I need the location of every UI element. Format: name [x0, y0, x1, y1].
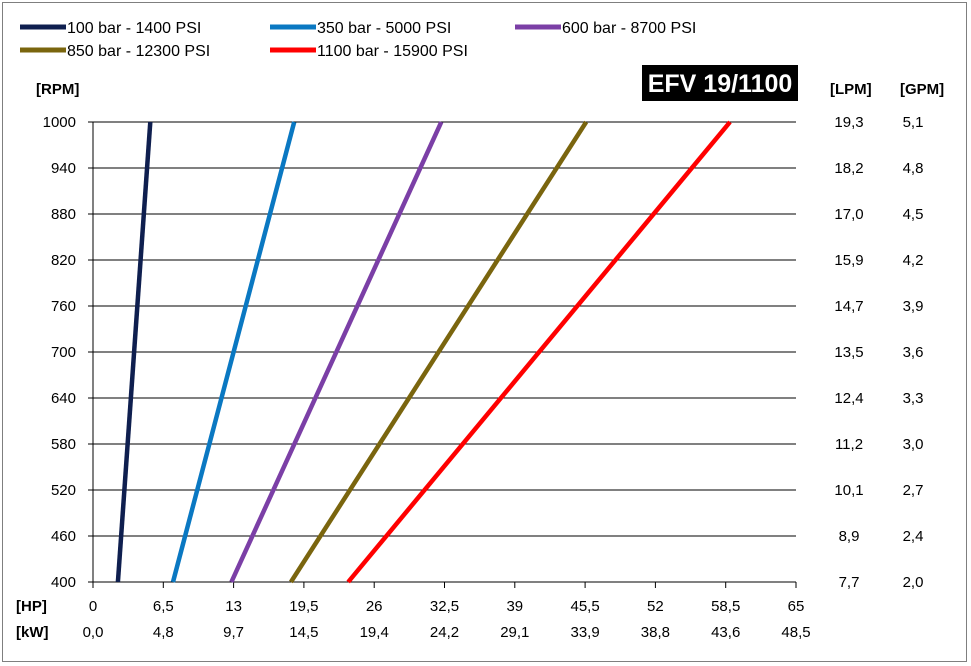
series-line-4 [289, 120, 589, 584]
y-axis-label: [RPM] [36, 81, 79, 98]
hp-tick-label: 13 [225, 598, 242, 615]
hp-axis-label: [HP] [16, 598, 47, 615]
series-line-2 [170, 121, 297, 583]
grid [88, 121, 797, 588]
gpm-tick-label: 3,9 [903, 298, 924, 315]
title-badge-background [642, 65, 798, 101]
hp-tick-label: 52 [647, 598, 664, 615]
hp-tick-label: 0 [89, 598, 97, 615]
y-tick-label: 400 [51, 574, 76, 591]
lpm-tick-label: 11,2 [835, 436, 863, 453]
kw-tick-label: 19,4 [360, 624, 389, 641]
gpm-tick-label: 4,5 [903, 206, 924, 223]
y-tick-label: 1000 [43, 114, 76, 131]
legend-label-5: 1100 bar - 15900 PSI [317, 43, 468, 60]
series-line-5 [346, 120, 732, 584]
gpm-tick-label: 3,0 [903, 436, 924, 453]
y-tick-label: 820 [51, 252, 76, 269]
kw-tick-label: 0,0 [83, 624, 104, 641]
hp-tick-label: 58,5 [711, 598, 740, 615]
hp-tick-label: 32,5 [430, 598, 459, 615]
legend: 100 bar - 1400 PSI 350 bar - 5000 PSI 600 … [20, 20, 696, 60]
y-tick-label: 940 [51, 160, 76, 177]
gpm-tick-label: 2,7 [903, 482, 924, 499]
y-tick-label: 580 [51, 436, 76, 453]
series-line-1 [115, 121, 153, 583]
series-line-3 [229, 121, 444, 583]
lpm-tick-label: 8,9 [839, 528, 860, 545]
kw-tick-label: 48,5 [781, 624, 810, 641]
lpm-tick-label: 15,9 [834, 252, 863, 269]
hp-tick-label: 6,5 [153, 598, 174, 615]
hp-tick-label: 45,5 [570, 598, 599, 615]
lpm-tick-label: 12,4 [834, 390, 863, 407]
hp-tick-label: 19,5 [289, 598, 318, 615]
gpm-tick-label: 3,3 [903, 390, 924, 407]
legend-label-1: 100 bar - 1400 PSI [67, 20, 201, 37]
kw-tick-label: 4,8 [153, 624, 174, 641]
kw-tick-label: 38,8 [641, 624, 670, 641]
lpm-tick-label: 19,3 [834, 114, 863, 131]
hp-tick-label: 26 [366, 598, 383, 615]
lpm-tick-label: 18,2 [834, 160, 863, 177]
y-tick-label: 880 [51, 206, 76, 223]
lpm-tick-label: 17,0 [834, 206, 863, 223]
hp-tick-label: 65 [788, 598, 805, 615]
y-tick-label: 520 [51, 482, 76, 499]
kw-tick-label: 29,1 [500, 624, 529, 641]
x-ticks: 0 0,0 6,5 4,8 13 9,7 19,5 14,5 26 19,4 32,5 24,2 39 2… [83, 598, 811, 641]
right-ticks: 19,3 5,1 18,2 4,8 17,0 4,5 15,9 4,2 14,7 3,9 13,5 3… [834, 114, 923, 591]
gpm-tick-label: 2,0 [903, 574, 924, 591]
title-badge: EFV 19/1100 [642, 65, 798, 101]
legend-label-4: 850 bar - 12300 PSI [67, 43, 210, 60]
kw-tick-label: 43,6 [711, 624, 740, 641]
kw-tick-label: 33,9 [570, 624, 599, 641]
gpm-tick-label: 4,8 [903, 160, 924, 177]
y-tick-label: 460 [51, 528, 76, 545]
gpm-tick-label: 2,4 [903, 528, 924, 545]
y-tick-label: 700 [51, 344, 76, 361]
y-tick-label: 760 [51, 298, 76, 315]
hp-tick-label: 39 [506, 598, 523, 615]
legend-label-2: 350 bar - 5000 PSI [317, 20, 451, 37]
kw-tick-label: 9,7 [223, 624, 244, 641]
lpm-tick-label: 14,7 [834, 298, 863, 315]
lpm-axis-label: [LPM] [830, 81, 872, 98]
kw-tick-label: 24,2 [430, 624, 459, 641]
y-tick-label: 640 [51, 390, 76, 407]
y-ticks: 1000 940 880 820 760 700 640 580 520 460 400 [43, 114, 76, 591]
legend-label-3: 600 bar - 8700 PSI [562, 20, 696, 37]
series-lines [115, 120, 732, 584]
lpm-tick-label: 10,1 [834, 482, 863, 499]
lpm-tick-label: 13,5 [834, 344, 863, 361]
lpm-tick-label: 7,7 [839, 574, 860, 591]
kw-axis-label: [kW] [16, 624, 49, 641]
chart-title: EFV 19/1100 [648, 70, 793, 98]
gpm-axis-label: [GPM] [900, 81, 944, 98]
gpm-tick-label: 3,6 [903, 344, 924, 361]
gpm-tick-label: 5,1 [903, 114, 924, 131]
kw-tick-label: 14,5 [289, 624, 318, 641]
gpm-tick-label: 4,2 [903, 252, 924, 269]
